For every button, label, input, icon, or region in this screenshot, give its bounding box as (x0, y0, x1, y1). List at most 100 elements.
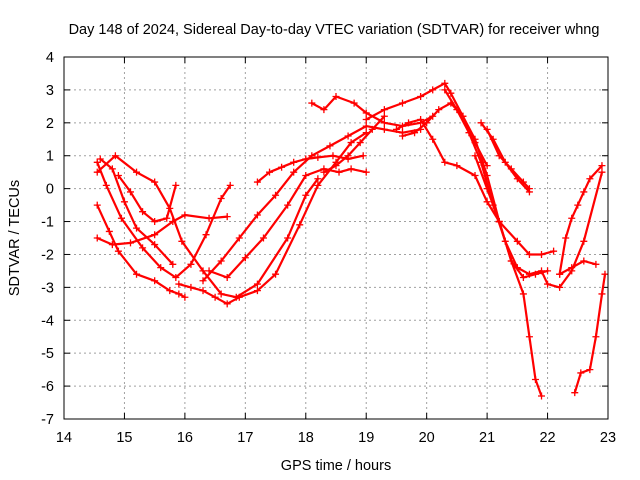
data-point-marker (392, 125, 400, 133)
data-point-marker (335, 168, 343, 176)
data-point-marker (495, 218, 503, 226)
data-point-marker (544, 267, 552, 275)
data-point-marker (471, 171, 479, 179)
data-point-marker (102, 181, 110, 189)
data-point-marker (519, 178, 527, 186)
data-point-marker (368, 125, 376, 133)
chart-title: Day 148 of 2024, Sidereal Day-to-day VTE… (69, 22, 600, 38)
data-point-marker (111, 152, 119, 160)
series-line (96, 161, 232, 279)
data-point-marker (114, 171, 122, 179)
data-point-marker (556, 270, 564, 278)
data-point-marker (266, 168, 274, 176)
data-point-marker (133, 168, 141, 176)
data-point-marker (314, 175, 322, 183)
data-point-marker (350, 99, 358, 107)
data-point-marker (592, 260, 600, 268)
series-line (99, 157, 174, 266)
data-point-marker (580, 237, 588, 245)
y-tick-label: -7 (41, 412, 54, 428)
data-point-marker (259, 234, 267, 242)
data-point-marker (272, 191, 280, 199)
data-point-marker (519, 290, 527, 298)
data-point-marker (574, 201, 582, 209)
data-point-marker (495, 152, 503, 160)
data-point-marker (96, 155, 104, 163)
data-point-marker (513, 264, 521, 272)
data-point-marker (441, 86, 449, 94)
data-point-marker (538, 250, 546, 258)
x-tick-label: 19 (358, 430, 374, 446)
data-point-marker (380, 125, 388, 133)
data-point-marker (531, 376, 539, 384)
data-point-marker (181, 211, 189, 219)
data-point-marker (544, 280, 552, 288)
data-point-marker (151, 241, 159, 249)
series-track-i (205, 165, 370, 281)
x-tick-label: 20 (419, 430, 435, 446)
data-point-marker (253, 287, 261, 295)
series-track-q (471, 152, 546, 400)
data-point-marker (598, 168, 606, 176)
data-point-marker (519, 273, 527, 281)
data-point-marker (562, 234, 570, 242)
x-tick-label: 18 (298, 430, 314, 446)
data-point-marker (199, 287, 207, 295)
data-point-marker (151, 231, 159, 239)
data-point-marker (284, 201, 292, 209)
data-point-marker (308, 99, 316, 107)
data-point-marker (507, 165, 515, 173)
data-point-marker (223, 213, 231, 221)
y-tick-label: 1 (46, 149, 54, 165)
data-point-marker (217, 290, 225, 298)
data-point-marker (211, 293, 219, 301)
data-point-marker (347, 165, 355, 173)
data-point-marker (278, 163, 286, 171)
data-point-marker (223, 273, 231, 281)
data-point-marker (568, 264, 576, 272)
data-point-marker (93, 234, 101, 242)
data-point-marker (429, 86, 437, 94)
data-point-marker (441, 158, 449, 166)
data-point-marker (598, 162, 606, 170)
data-point-marker (601, 270, 609, 278)
data-point-marker (477, 158, 485, 166)
data-point-marker (332, 162, 340, 170)
data-point-marker (571, 389, 579, 397)
data-point-marker (398, 132, 406, 140)
x-tick-label: 15 (116, 430, 132, 446)
data-point-marker (435, 106, 443, 114)
y-tick-label: -4 (41, 313, 54, 329)
x-tick-label: 21 (479, 430, 495, 446)
data-point-marker (398, 99, 406, 107)
data-point-marker (344, 132, 352, 140)
data-point-marker (314, 153, 322, 161)
data-point-marker (465, 129, 473, 137)
data-point-marker (187, 260, 195, 268)
data-point-marker (362, 109, 370, 117)
data-point-marker (296, 221, 304, 229)
data-point-marker (175, 280, 183, 288)
data-point-marker (586, 175, 594, 183)
data-point-marker (525, 250, 533, 258)
data-point-marker (538, 392, 546, 400)
data-point-marker (108, 165, 116, 173)
data-point-marker (550, 247, 558, 255)
data-point-marker (362, 116, 370, 124)
data-point-marker (272, 270, 280, 278)
data-point-marker (166, 287, 174, 295)
data-point-marker (326, 142, 334, 150)
data-point-marker (217, 195, 225, 203)
series-line (473, 154, 543, 398)
series-line (201, 124, 422, 282)
data-point-marker (507, 257, 515, 265)
y-tick-label: 4 (46, 50, 54, 66)
data-point-marker (157, 264, 165, 272)
data-point-marker (284, 234, 292, 242)
data-point-marker (586, 366, 594, 374)
data-point-marker (405, 119, 413, 127)
y-tick-label: -6 (41, 379, 54, 395)
data-point-marker (411, 129, 419, 137)
series-track-u (556, 257, 600, 278)
data-point-marker (580, 188, 588, 196)
